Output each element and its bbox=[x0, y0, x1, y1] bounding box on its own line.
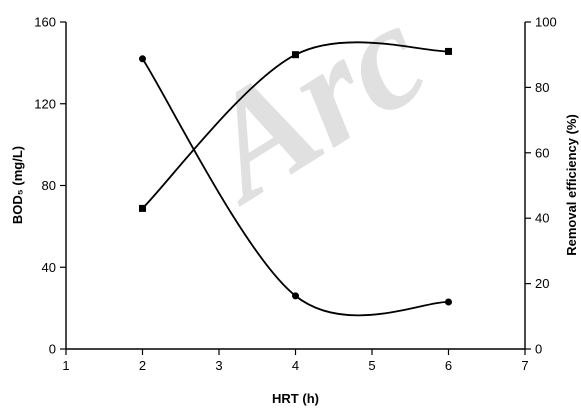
y-axis-title: BOD₅ (mg/L) bbox=[10, 146, 25, 224]
y2-axis-title: Removal efficiency (%) bbox=[564, 114, 579, 256]
x-axis-title: HRT (h) bbox=[272, 391, 319, 406]
x-tick-label: 4 bbox=[292, 358, 299, 373]
x-tick-label: 7 bbox=[521, 358, 528, 373]
axes-layer bbox=[60, 21, 531, 355]
watermark: Arc bbox=[169, 0, 455, 235]
x-tick-label: 6 bbox=[445, 358, 452, 373]
bod-line bbox=[141, 58, 449, 317]
y2-tick-label: 100 bbox=[535, 15, 557, 30]
x-tick-label: 3 bbox=[215, 358, 222, 373]
x-tick-label: 5 bbox=[368, 358, 375, 373]
y-tick-label: 80 bbox=[42, 178, 56, 193]
y2-tick-label: 40 bbox=[535, 211, 549, 226]
y2-tick-label: 20 bbox=[535, 276, 549, 291]
removal-efficiency-point bbox=[139, 204, 146, 212]
bod-point bbox=[139, 55, 146, 63]
y-tick-label: 0 bbox=[49, 342, 56, 357]
y2-tick-label: 60 bbox=[535, 145, 549, 160]
bod-point bbox=[292, 292, 299, 300]
series-layer bbox=[139, 41, 452, 317]
removal-efficiency-point bbox=[292, 51, 299, 59]
y2-tick-label: 0 bbox=[535, 342, 542, 357]
bod-point bbox=[445, 298, 452, 306]
x-tick-label: 2 bbox=[139, 358, 146, 373]
y-tick-label: 120 bbox=[34, 96, 56, 111]
y-tick-label: 40 bbox=[42, 260, 56, 275]
removal-efficiency-point bbox=[445, 47, 452, 55]
x-tick-label: 1 bbox=[62, 358, 69, 373]
y-tick-label: 160 bbox=[34, 15, 56, 30]
y2-tick-label: 80 bbox=[535, 80, 549, 95]
